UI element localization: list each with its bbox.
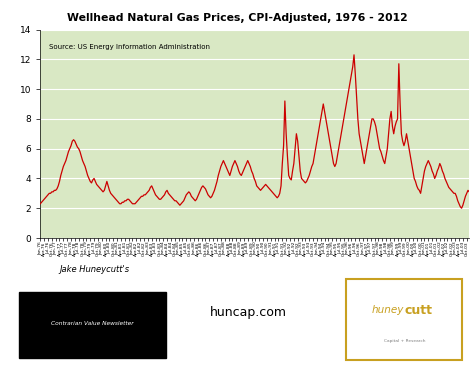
FancyBboxPatch shape xyxy=(346,279,462,360)
Text: huncap.com: huncap.com xyxy=(210,306,287,319)
Text: huney: huney xyxy=(372,306,404,315)
Text: Source: US Energy Information Administration: Source: US Energy Information Administra… xyxy=(49,44,210,50)
Text: Wellhead Natural Gas Prices, CPI-Adjusted, 1976 - 2012: Wellhead Natural Gas Prices, CPI-Adjuste… xyxy=(67,13,407,23)
Text: Contrarian Value Newsletter: Contrarian Value Newsletter xyxy=(51,321,134,327)
FancyBboxPatch shape xyxy=(19,293,166,358)
Text: cutt: cutt xyxy=(404,304,432,317)
Text: Jake Huneycutt's: Jake Huneycutt's xyxy=(60,265,130,275)
Text: Capital + Research: Capital + Research xyxy=(383,339,425,343)
